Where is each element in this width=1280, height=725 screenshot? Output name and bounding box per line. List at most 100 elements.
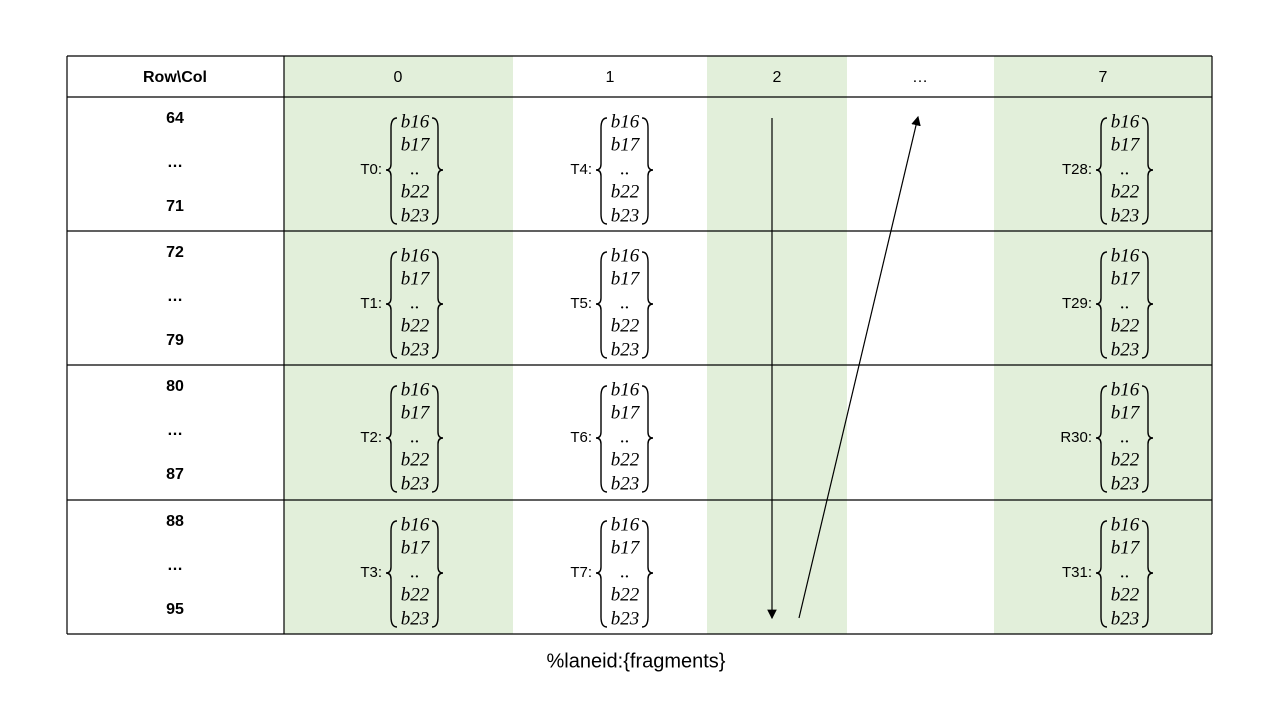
fragment: b16 bbox=[611, 379, 640, 400]
fragment: .. bbox=[1120, 561, 1130, 582]
brace bbox=[595, 117, 608, 225]
fragment: b16 bbox=[401, 514, 430, 535]
arrow bbox=[798, 115, 921, 619]
row-label: 88 bbox=[166, 513, 184, 530]
brace bbox=[641, 520, 654, 628]
fragment: .. bbox=[410, 158, 420, 179]
caption: %laneid:{fragments} bbox=[546, 650, 725, 672]
row-label: 95 bbox=[166, 601, 184, 618]
lane-label: T7: bbox=[570, 564, 592, 581]
row-label: 71 bbox=[166, 198, 184, 215]
row-label: 72 bbox=[166, 244, 184, 261]
row-label: 87 bbox=[166, 466, 184, 483]
fragment: .. bbox=[620, 426, 630, 447]
fragment: b22 bbox=[611, 584, 640, 605]
header-cell: 1 bbox=[606, 69, 615, 86]
fragment: .. bbox=[1120, 158, 1130, 179]
fragment: b16 bbox=[401, 245, 430, 266]
fragment: b23 bbox=[401, 339, 430, 360]
header-cell: Row\Col bbox=[143, 69, 207, 86]
fragment: b23 bbox=[611, 205, 640, 226]
brace bbox=[595, 520, 608, 628]
row-label: … bbox=[167, 288, 183, 305]
row-label: 64 bbox=[166, 110, 184, 127]
row-label: 80 bbox=[166, 378, 184, 395]
fragment: .. bbox=[410, 426, 420, 447]
fragment: .. bbox=[410, 292, 420, 313]
fragment: b17 bbox=[1111, 402, 1141, 423]
fragment: b16 bbox=[611, 245, 640, 266]
lane-label: T1: bbox=[360, 295, 382, 312]
lane-label: T0: bbox=[360, 161, 382, 178]
brace bbox=[1095, 117, 1108, 225]
fragment: b22 bbox=[1111, 449, 1140, 470]
fragment: b23 bbox=[401, 205, 430, 226]
fragment: b23 bbox=[611, 473, 640, 494]
lane-label: T2: bbox=[360, 429, 382, 446]
brace bbox=[385, 520, 398, 628]
brace bbox=[641, 251, 654, 359]
fragment: b17 bbox=[1111, 268, 1141, 289]
brace bbox=[641, 385, 654, 493]
fragment: b22 bbox=[401, 181, 430, 202]
fragment: b16 bbox=[1111, 111, 1140, 132]
lane-label: T6: bbox=[570, 429, 592, 446]
fragment: b22 bbox=[1111, 584, 1140, 605]
fragment: b23 bbox=[611, 608, 640, 629]
fragment: b22 bbox=[1111, 181, 1140, 202]
brace bbox=[431, 385, 444, 493]
fragment: b17 bbox=[401, 268, 431, 289]
fragment: b23 bbox=[401, 473, 430, 494]
fragment: b22 bbox=[1111, 315, 1140, 336]
brace bbox=[385, 251, 398, 359]
lane-label: T29: bbox=[1062, 295, 1092, 312]
fragment: .. bbox=[1120, 426, 1130, 447]
brace bbox=[1095, 251, 1108, 359]
fragment: b16 bbox=[1111, 245, 1140, 266]
header-cell: 7 bbox=[1099, 69, 1108, 86]
fragment: b17 bbox=[611, 402, 641, 423]
header-cell: … bbox=[912, 69, 928, 86]
fragment: b23 bbox=[1111, 339, 1140, 360]
fragment: .. bbox=[620, 561, 630, 582]
header-cell: 0 bbox=[394, 69, 403, 86]
fragment: b23 bbox=[1111, 473, 1140, 494]
fragment: b17 bbox=[611, 268, 641, 289]
lane-label: T3: bbox=[360, 564, 382, 581]
fragment: b17 bbox=[1111, 134, 1141, 155]
fragment: b22 bbox=[401, 449, 430, 470]
fragment: b16 bbox=[611, 514, 640, 535]
row-label: 79 bbox=[166, 332, 184, 349]
fragment: .. bbox=[1120, 292, 1130, 313]
brace bbox=[1141, 385, 1154, 493]
fragment: b22 bbox=[401, 584, 430, 605]
fragment: b16 bbox=[401, 379, 430, 400]
fragment: b16 bbox=[401, 111, 430, 132]
brace bbox=[431, 117, 444, 225]
fragment: b22 bbox=[611, 449, 640, 470]
lane-label: R30: bbox=[1060, 429, 1092, 446]
row-label: … bbox=[167, 557, 183, 574]
fragment: .. bbox=[620, 292, 630, 313]
lane-label: T4: bbox=[570, 161, 592, 178]
fragment: b17 bbox=[401, 402, 431, 423]
fragment: b17 bbox=[611, 537, 641, 558]
header-cell: 2 bbox=[773, 69, 782, 86]
fragment: b16 bbox=[1111, 379, 1140, 400]
fragment: b23 bbox=[1111, 608, 1140, 629]
fragment: b16 bbox=[1111, 514, 1140, 535]
lane-label: T31: bbox=[1062, 564, 1092, 581]
brace bbox=[641, 117, 654, 225]
column-shade bbox=[284, 56, 513, 634]
fragment: b23 bbox=[1111, 205, 1140, 226]
column-shade bbox=[994, 56, 1212, 634]
brace bbox=[1141, 251, 1154, 359]
lane-label: T28: bbox=[1062, 161, 1092, 178]
fragment: b23 bbox=[611, 339, 640, 360]
fragment: b17 bbox=[401, 537, 431, 558]
brace bbox=[385, 117, 398, 225]
row-label: … bbox=[167, 422, 183, 439]
fragment: .. bbox=[410, 561, 420, 582]
brace bbox=[595, 385, 608, 493]
